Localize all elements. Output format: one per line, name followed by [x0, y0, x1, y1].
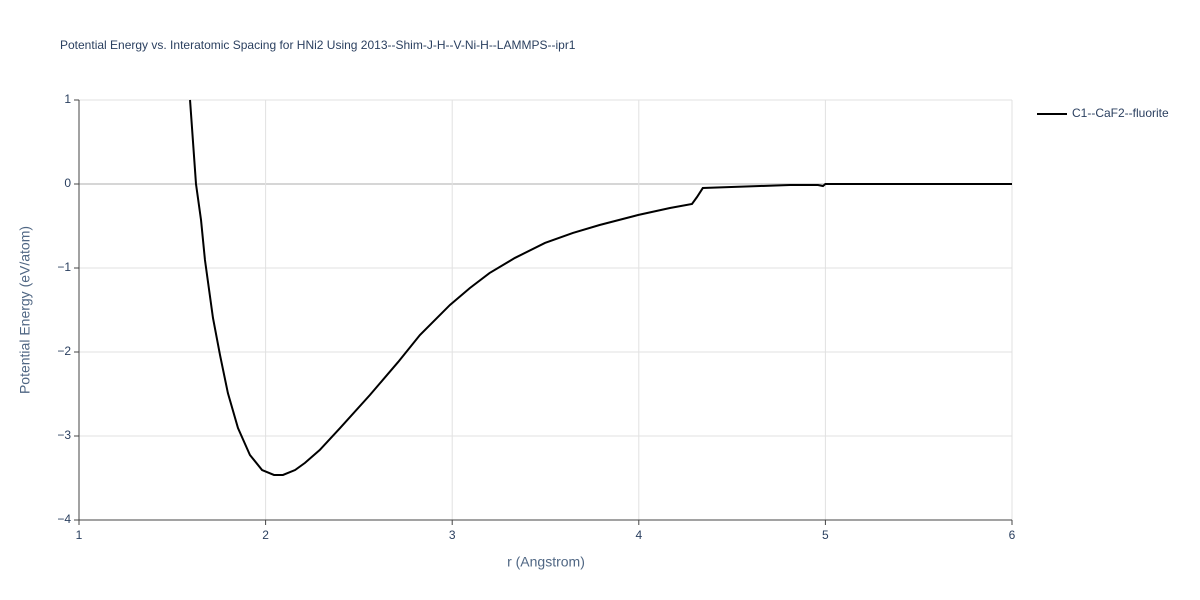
chart-title: Potential Energy vs. Interatomic Spacing… [60, 38, 576, 52]
legend-label: C1--CaF2--fluorite [1072, 106, 1169, 120]
x-tick-label: 3 [449, 528, 456, 542]
y-tick-label: 1 [64, 92, 71, 106]
x-axis-title: r (Angstrom) [507, 554, 585, 570]
y-axis-title: Potential Energy (eV/atom) [17, 226, 33, 394]
y-tick-label: −2 [57, 344, 71, 358]
y-tick-label: −4 [57, 512, 71, 526]
y-tick-label: −1 [57, 260, 71, 274]
y-tick-label: −3 [57, 428, 71, 442]
series-line [189, 99, 1012, 476]
x-tick-label: 4 [635, 528, 642, 542]
y-tick-label: 0 [64, 176, 71, 190]
x-tick-label: 6 [1009, 528, 1016, 542]
x-tick-label: 2 [262, 528, 269, 542]
x-tick-label: 5 [822, 528, 829, 542]
x-tick-label: 1 [76, 528, 83, 542]
